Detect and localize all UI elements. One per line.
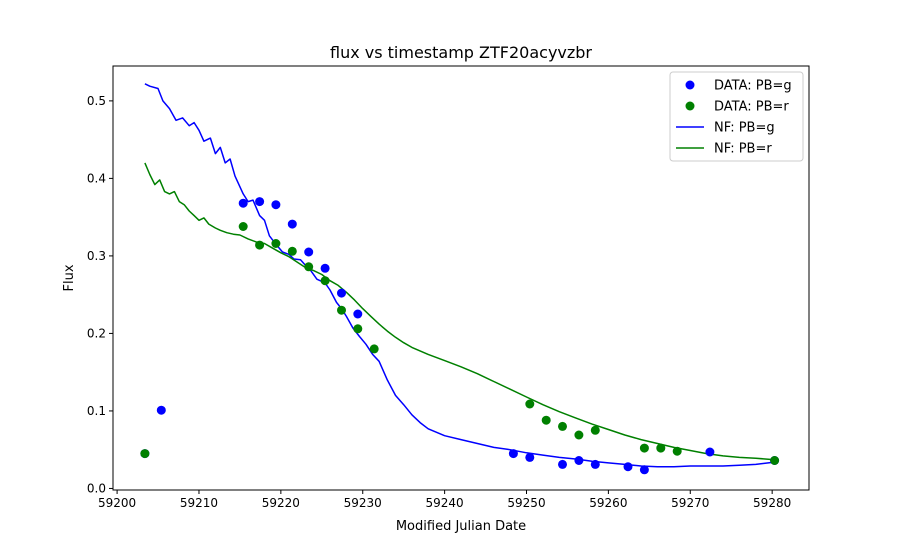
y-tick-label: 0.3	[87, 249, 106, 263]
legend-label: NF: PB=r	[714, 142, 772, 157]
x-tick-label: 59270	[671, 496, 709, 510]
data-point-r	[656, 443, 666, 453]
legend-label: NF: PB=g	[714, 121, 775, 136]
data-point-r	[271, 239, 281, 248]
data-point-g	[304, 247, 314, 257]
y-axis-label: Flux	[62, 264, 77, 291]
legend: DATA: PB=g DATA: PB=r NF: PB=g NF: PB=r	[669, 71, 804, 162]
x-tick-label: 59200	[98, 496, 136, 510]
data-point-g	[525, 452, 535, 462]
plot-area	[140, 83, 780, 475]
legend-marker	[685, 101, 695, 111]
legend-label: DATA: PB=g	[714, 79, 792, 94]
x-axis-label: Modified Julian Date	[396, 519, 526, 534]
data-point-g	[639, 465, 649, 475]
legend-box	[669, 71, 804, 162]
y-tick-label: 0.2	[87, 326, 106, 340]
x-tick-label: 59210	[180, 496, 218, 510]
data-point-r	[639, 443, 649, 453]
y-tick-label: 0.0	[87, 481, 106, 495]
data-point-g	[508, 449, 518, 459]
legend-label: DATA: PB=r	[714, 100, 789, 115]
y-tick-label: 0.5	[87, 94, 106, 108]
y-tick-label: 0.4	[87, 171, 106, 185]
data-point-r	[238, 222, 248, 231]
data-point-g	[320, 263, 330, 273]
data-point-r	[770, 456, 780, 465]
data-point-g	[558, 459, 567, 469]
data-point-g	[705, 447, 715, 457]
data-point-g	[353, 309, 363, 319]
x-axis: 59200 59210 59220 59230 59240 59250 59260 59270…	[98, 490, 791, 510]
series-line-nf-g	[144, 83, 775, 468]
data-point-g	[337, 288, 346, 298]
data-point-g	[574, 456, 584, 465]
series-line-nf-r	[144, 162, 775, 461]
data-point-r	[140, 449, 150, 459]
x-tick-label: 59230	[344, 496, 382, 510]
x-tick-label: 59220	[262, 496, 300, 510]
data-point-g	[156, 405, 166, 415]
legend-marker	[685, 80, 695, 90]
data-point-r	[574, 430, 584, 440]
data-point-g	[590, 459, 600, 469]
data-point-r	[590, 425, 600, 435]
data-point-r	[320, 276, 330, 286]
data-point-r	[672, 446, 682, 456]
data-point-r	[541, 415, 551, 425]
x-tick-label: 59250	[507, 496, 545, 510]
data-point-g	[271, 200, 281, 210]
x-tick-label: 59280	[753, 496, 791, 510]
x-tick-label: 59240	[426, 496, 464, 510]
data-point-r	[525, 399, 535, 409]
data-point-g	[287, 219, 297, 229]
data-point-g	[255, 197, 265, 207]
y-tick-label: 0.1	[87, 404, 106, 418]
data-point-r	[287, 246, 297, 256]
data-point-r	[337, 305, 346, 315]
plot-frame	[112, 65, 810, 491]
data-point-g	[623, 462, 633, 472]
data-point-r	[353, 324, 363, 334]
x-tick-label: 59260	[589, 496, 627, 510]
data-point-r	[304, 262, 314, 272]
data-point-g	[238, 198, 248, 208]
chart-title: flux vs timestamp ZTF20acyvzbr	[330, 43, 592, 62]
data-point-r	[255, 240, 265, 250]
y-axis: 0.0 0.1 0.2 0.3 0.4 0.5	[87, 94, 113, 495]
data-point-r	[369, 344, 379, 354]
data-point-r	[558, 421, 567, 431]
